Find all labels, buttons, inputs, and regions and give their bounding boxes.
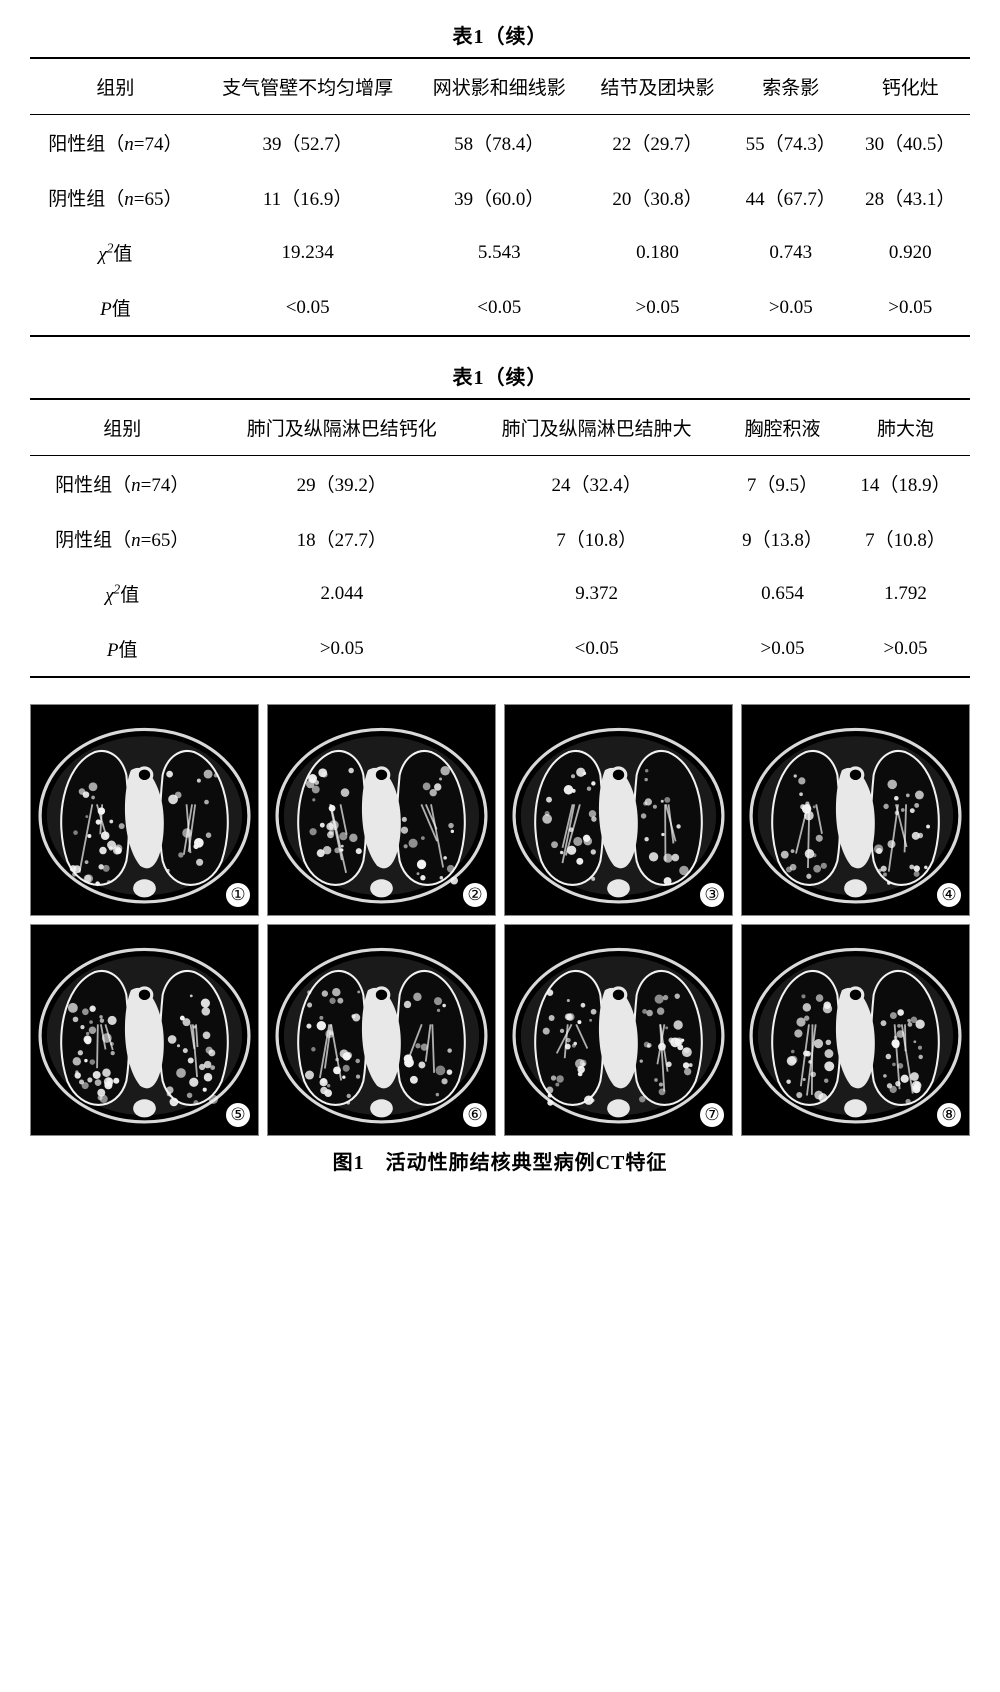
table-1a-row-label: 阴性组（n=65） (30, 170, 201, 225)
table-1a-cell: >0.05 (731, 280, 850, 336)
ct-panel: ⑤ (30, 924, 259, 1136)
figure-1-caption: 图1 活动性肺结核典型病例CT特征 (30, 1146, 970, 1175)
table-1b-col-header: 肺门及纵隔淋巴结肿大 (469, 399, 724, 456)
table-1b-col-header: 肺门及纵隔淋巴结钙化 (214, 399, 469, 456)
table-1a-cell: 19.234 (201, 225, 415, 280)
table-1b-cell: 18（27.7） (214, 511, 469, 566)
table-1b-cell: >0.05 (214, 621, 469, 677)
table-1a-col-header: 网状影和细线影 (415, 58, 584, 115)
table-1b-col-header: 组别 (30, 399, 214, 456)
table-1a-row: 阴性组（n=65）11（16.9）39（60.0）20（30.8）44（67.7… (30, 170, 970, 225)
table-1b: 组别肺门及纵隔淋巴结钙化肺门及纵隔淋巴结肿大胸腔积液肺大泡 阳性组（n=74）2… (30, 398, 970, 678)
table-1a-row: 阳性组（n=74）39（52.7）58（78.4）22（29.7）55（74.3… (30, 115, 970, 171)
table-1a-cell: 58（78.4） (415, 115, 584, 171)
table-1a-cell: 0.920 (851, 225, 970, 280)
table-1b-cell: <0.05 (469, 621, 724, 677)
table-1a-cell: 39（52.7） (201, 115, 415, 171)
table-1a-row-label: χ2值 (30, 225, 201, 280)
table-1b-row-label: P值 (30, 621, 214, 677)
table-1a: 组别支气管壁不均匀增厚网状影和细线影结节及团块影索条影钙化灶 阳性组（n=74）… (30, 57, 970, 337)
table-1b-cell: 9.372 (469, 566, 724, 621)
table-1b-cell: 7（10.8） (841, 511, 970, 566)
table-1b-cell: 1.792 (841, 566, 970, 621)
ct-image-grid: ① ② ③ ④ (30, 704, 970, 1136)
table-1b-cell: >0.05 (724, 621, 841, 677)
table-1b-cell: 24（32.4） (469, 456, 724, 512)
table-1b-title: 表1（续） (30, 361, 970, 390)
ct-panel: ② (267, 704, 496, 916)
table-1a-cell: >0.05 (584, 280, 731, 336)
ct-panel-number-badge: ④ (935, 881, 963, 909)
table-1b-row: χ2值2.0449.3720.6541.792 (30, 566, 970, 621)
table-1a-row-label: 阳性组（n=74） (30, 115, 201, 171)
ct-panel-number-badge: ⑥ (461, 1101, 489, 1129)
ct-panel-number-badge: ⑦ (698, 1101, 726, 1129)
table-1b-cell: 7（9.5） (724, 456, 841, 512)
table-1a-col-header: 索条影 (731, 58, 850, 115)
table-1b-row: 阳性组（n=74）29（39.2）24（32.4）7（9.5）14（18.9） (30, 456, 970, 512)
table-1a-title: 表1（续） (30, 20, 970, 49)
ct-panel-number-badge: ⑤ (224, 1101, 252, 1129)
table-1a-row: P值<0.05<0.05>0.05>0.05>0.05 (30, 280, 970, 336)
table-1b-row-label: 阴性组（n=65） (30, 511, 214, 566)
table-1b-row-label: χ2值 (30, 566, 214, 621)
table-1a-cell: 0.743 (731, 225, 850, 280)
table-1b-cell: >0.05 (841, 621, 970, 677)
table-1a-cell: 55（74.3） (731, 115, 850, 171)
ct-panel-number-badge: ⑧ (935, 1101, 963, 1129)
ct-panel: ⑥ (267, 924, 496, 1136)
table-1b-cell: 14（18.9） (841, 456, 970, 512)
table-1a-cell: 11（16.9） (201, 170, 415, 225)
table-1b-row: 阴性组（n=65）18（27.7）7（10.8）9（13.8）7（10.8） (30, 511, 970, 566)
table-1-continued-a: 表1（续） 组别支气管壁不均匀增厚网状影和细线影结节及团块影索条影钙化灶 阳性组… (30, 20, 970, 337)
table-1b-row: P值>0.05<0.05>0.05>0.05 (30, 621, 970, 677)
figure-1: ① ② ③ ④ (30, 704, 970, 1175)
table-1b-cell: 29（39.2） (214, 456, 469, 512)
table-1b-col-header: 胸腔积液 (724, 399, 841, 456)
table-1a-cell: 39（60.0） (415, 170, 584, 225)
table-1b-cell: 0.654 (724, 566, 841, 621)
table-1a-cell: 5.543 (415, 225, 584, 280)
table-1a-cell: 44（67.7） (731, 170, 850, 225)
table-1a-cell: 30（40.5） (851, 115, 970, 171)
table-1-continued-b: 表1（续） 组别肺门及纵隔淋巴结钙化肺门及纵隔淋巴结肿大胸腔积液肺大泡 阳性组（… (30, 361, 970, 678)
table-1a-cell: 20（30.8） (584, 170, 731, 225)
table-1a-header-row: 组别支气管壁不均匀增厚网状影和细线影结节及团块影索条影钙化灶 (30, 58, 970, 115)
table-1b-cell: 9（13.8） (724, 511, 841, 566)
ct-panel: ⑧ (741, 924, 970, 1136)
table-1a-cell: 28（43.1） (851, 170, 970, 225)
table-1b-row-label: 阳性组（n=74） (30, 456, 214, 512)
ct-panel: ① (30, 704, 259, 916)
table-1a-cell: 22（29.7） (584, 115, 731, 171)
table-1a-row: χ2值19.2345.5430.1800.7430.920 (30, 225, 970, 280)
table-1a-cell: >0.05 (851, 280, 970, 336)
table-1b-col-header: 肺大泡 (841, 399, 970, 456)
table-1a-col-header: 结节及团块影 (584, 58, 731, 115)
table-1a-col-header: 支气管壁不均匀增厚 (201, 58, 415, 115)
ct-panel: ④ (741, 704, 970, 916)
ct-panel-number-badge: ① (224, 881, 252, 909)
table-1a-cell: <0.05 (201, 280, 415, 336)
ct-panel-number-badge: ③ (698, 881, 726, 909)
table-1a-col-header: 钙化灶 (851, 58, 970, 115)
table-1b-cell: 7（10.8） (469, 511, 724, 566)
table-1a-cell: 0.180 (584, 225, 731, 280)
ct-panel: ⑦ (504, 924, 733, 1136)
ct-panel: ③ (504, 704, 733, 916)
table-1b-header-row: 组别肺门及纵隔淋巴结钙化肺门及纵隔淋巴结肿大胸腔积液肺大泡 (30, 399, 970, 456)
ct-panel-number-badge: ② (461, 881, 489, 909)
table-1b-cell: 2.044 (214, 566, 469, 621)
table-1a-row-label: P值 (30, 280, 201, 336)
table-1a-col-header: 组别 (30, 58, 201, 115)
table-1a-cell: <0.05 (415, 280, 584, 336)
